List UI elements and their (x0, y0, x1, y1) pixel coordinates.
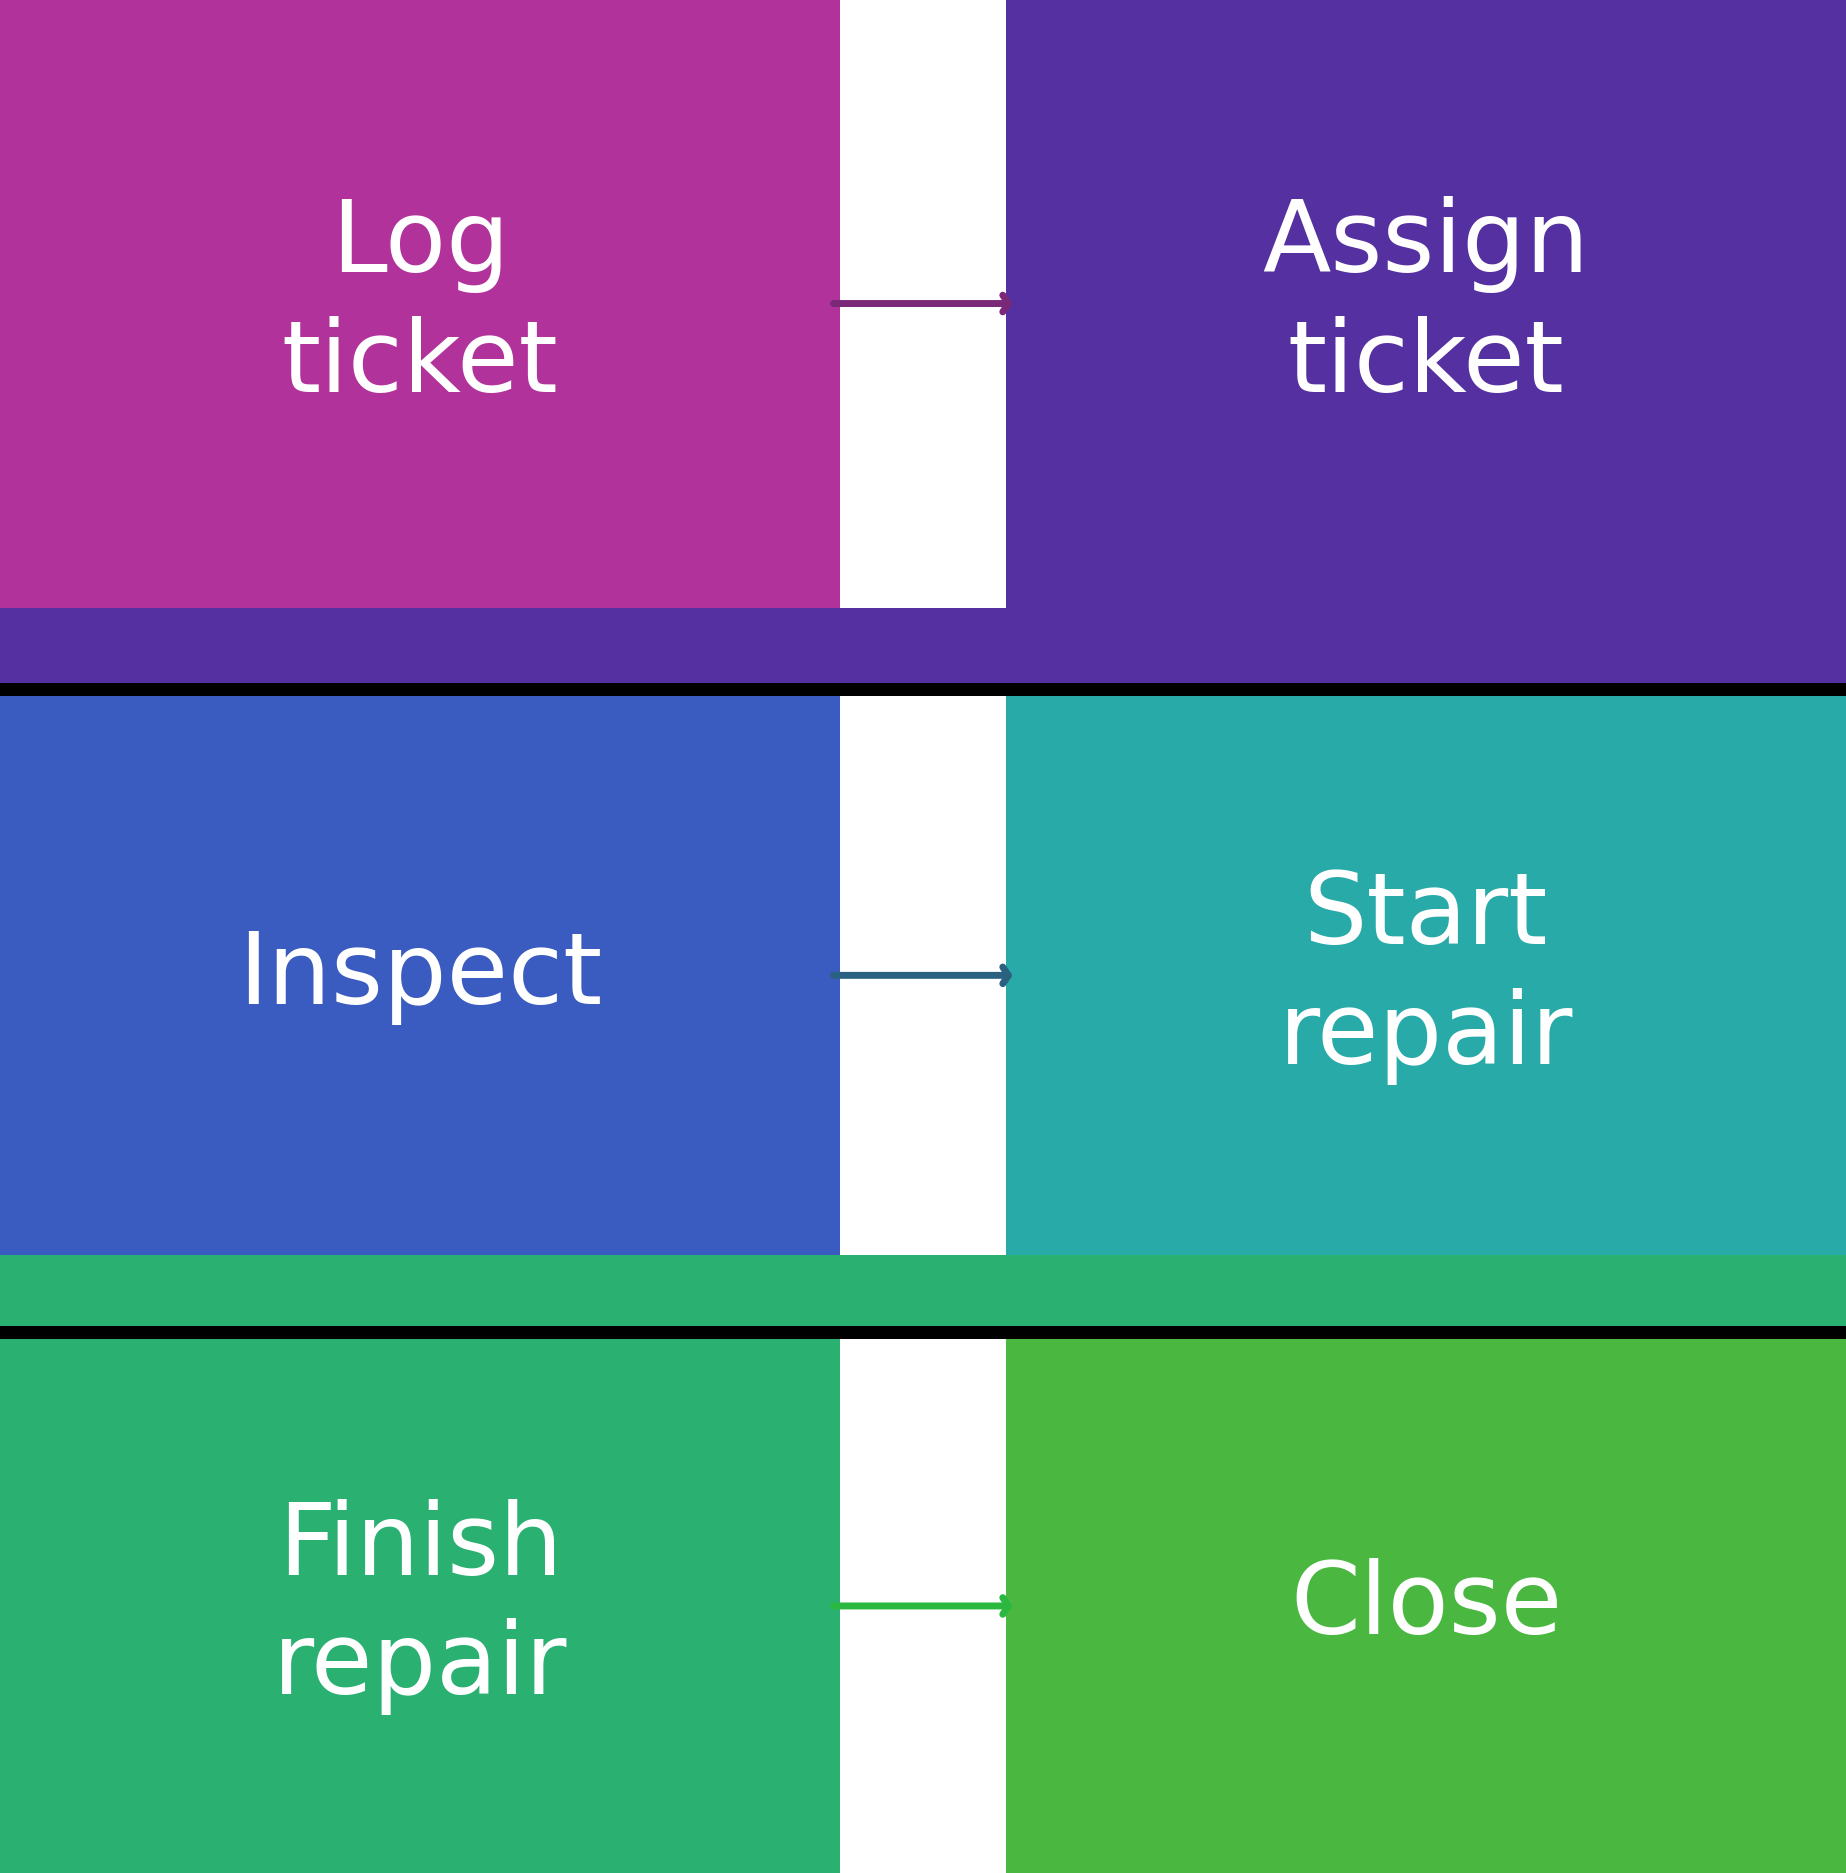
FancyBboxPatch shape (0, 0, 840, 609)
FancyBboxPatch shape (0, 609, 1846, 684)
Text: Assign
ticket: Assign ticket (1263, 197, 1589, 412)
Text: Log
ticket: Log ticket (282, 197, 557, 412)
FancyBboxPatch shape (1006, 1339, 1846, 1873)
FancyBboxPatch shape (0, 697, 840, 1255)
FancyBboxPatch shape (1006, 697, 1846, 1255)
FancyBboxPatch shape (0, 1255, 1846, 1326)
Text: Finish
repair: Finish repair (273, 1498, 567, 1714)
FancyBboxPatch shape (0, 684, 1846, 697)
Text: Start
repair: Start repair (1279, 867, 1573, 1084)
Text: Inspect: Inspect (238, 927, 602, 1025)
FancyBboxPatch shape (0, 1326, 1846, 1339)
FancyBboxPatch shape (1006, 0, 1846, 609)
FancyBboxPatch shape (0, 1339, 840, 1873)
Text: Close: Close (1290, 1558, 1562, 1654)
